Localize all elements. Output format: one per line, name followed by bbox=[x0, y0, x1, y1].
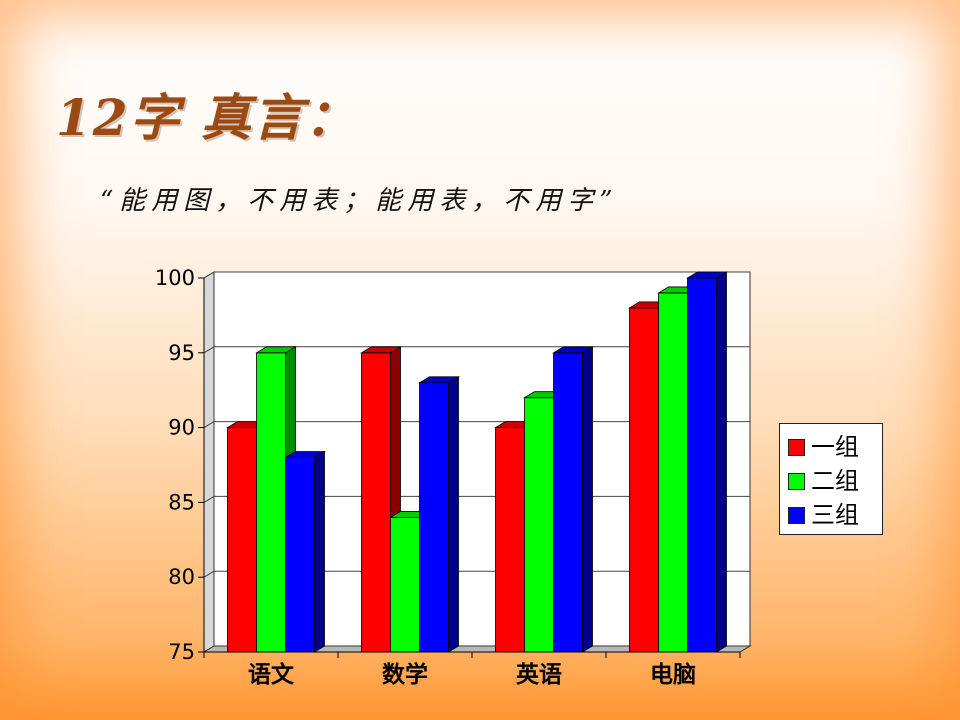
chart-bar-top bbox=[686, 271, 728, 279]
legend-item: 三组 bbox=[788, 498, 882, 532]
chart-x-axis: 语文 数学 英语 电脑 bbox=[203, 651, 741, 688]
chart-x-tick-label: 数学 bbox=[382, 661, 428, 688]
chart-bar-front bbox=[390, 516, 420, 653]
chart-bar-front bbox=[495, 427, 525, 653]
chart-bars bbox=[226, 271, 728, 653]
chart-bar-top bbox=[255, 346, 297, 354]
chart-legend: 一组 二组 三组 bbox=[779, 423, 883, 535]
chart-bar-front bbox=[553, 352, 583, 653]
chart-y-axis: 75 80 85 90 95 100 bbox=[155, 266, 205, 664]
chart-side-wall bbox=[203, 271, 215, 653]
chart-bar-front bbox=[629, 307, 659, 653]
chart-bar-top bbox=[418, 376, 460, 384]
chart-bar-top bbox=[284, 451, 326, 458]
chart-bar-top bbox=[552, 346, 594, 354]
slide-subtitle: “能用图，不用表；能用表，不用字” bbox=[100, 186, 619, 216]
chart-bar-side bbox=[716, 271, 727, 653]
chart-x-tick-label: 电脑 bbox=[650, 661, 696, 688]
chart-bar-front bbox=[285, 457, 315, 653]
chart-bar-front bbox=[524, 397, 554, 653]
chart-bar-front bbox=[227, 427, 257, 653]
chart-bar-side bbox=[582, 346, 593, 653]
legend-swatch-icon bbox=[788, 438, 805, 456]
chart-bar-front bbox=[687, 277, 717, 653]
chart-bar-front bbox=[658, 292, 688, 653]
chart-bar-side bbox=[314, 450, 325, 653]
chart-y-tick-label: 100 bbox=[155, 266, 195, 290]
chart-bar-front bbox=[419, 382, 449, 653]
chart-gridline bbox=[203, 346, 215, 354]
chart-x-tick-label: 英语 bbox=[516, 661, 562, 688]
chart-y-tick-label: 90 bbox=[168, 416, 195, 440]
legend-label: 一组 bbox=[811, 433, 859, 461]
chart-bar bbox=[284, 450, 326, 653]
chart-bar bbox=[418, 376, 460, 653]
chart-bar-side bbox=[448, 376, 459, 653]
chart-gridline bbox=[203, 271, 215, 279]
chart-y-tick-label: 85 bbox=[168, 490, 195, 514]
slide-title: 12字 真言： bbox=[56, 88, 357, 147]
chart-bar-front bbox=[361, 352, 391, 653]
legend-swatch-icon bbox=[788, 506, 805, 524]
chart-bar-top bbox=[360, 346, 402, 354]
chart-bar bbox=[686, 271, 728, 653]
legend-item: 一组 bbox=[788, 430, 882, 464]
chart-gridline bbox=[203, 495, 215, 503]
chart-gridline bbox=[203, 570, 215, 578]
chart-bar bbox=[552, 346, 594, 653]
legend-label: 三组 bbox=[811, 501, 859, 529]
chart-y-tick-label: 95 bbox=[168, 341, 195, 365]
legend-swatch-icon bbox=[788, 472, 805, 490]
chart-y-tick-label: 75 bbox=[168, 640, 195, 664]
chart-gridline bbox=[203, 421, 215, 429]
chart-bar-front bbox=[256, 352, 286, 653]
chart-y-tick-label: 80 bbox=[168, 565, 195, 589]
legend-label: 二组 bbox=[811, 467, 859, 495]
legend-item: 二组 bbox=[788, 464, 882, 498]
chart-x-tick-label: 语文 bbox=[248, 661, 295, 688]
